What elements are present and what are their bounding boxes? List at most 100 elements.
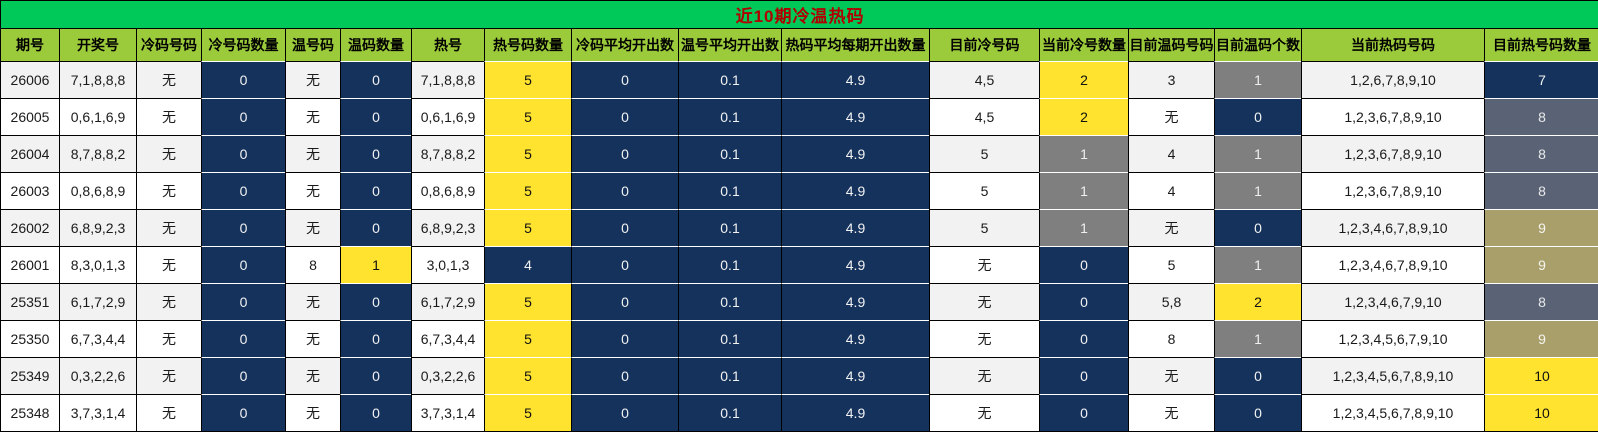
cell-r10-c6: 0 xyxy=(340,394,411,431)
cell-r2-c2: 0,6,1,6,9 xyxy=(59,98,136,135)
cell-r3-c12: 5 xyxy=(929,135,1039,172)
cell-r3-c6: 0 xyxy=(340,135,411,172)
cell-r6-c11: 4.9 xyxy=(781,246,929,283)
cell-r8-c7: 6,7,3,4,4 xyxy=(411,320,484,357)
cell-r2-c9: 0 xyxy=(571,98,678,135)
cell-r8-c14: 8 xyxy=(1128,320,1214,357)
cell-r7-c13: 0 xyxy=(1039,283,1128,320)
cell-r1-c8: 5 xyxy=(484,61,571,98)
cell-r1-c9: 0 xyxy=(571,61,678,98)
cell-r4-c8: 5 xyxy=(484,172,571,209)
cell-r3-c11: 4.9 xyxy=(781,135,929,172)
table-row: 25349 0,3,2,2,6 无 0 无 0 0,3,2,2,6 5 0 0.1 4.9 无 0 无 0 1… xyxy=(1,357,1598,394)
column-header-6: 温码数量 xyxy=(340,28,411,61)
cell-r7-c1: 25351 xyxy=(1,283,59,320)
cell-r4-c5: 无 xyxy=(285,172,340,209)
column-header-15: 目前温码个数 xyxy=(1214,28,1301,61)
column-header-5: 温号码 xyxy=(285,28,340,61)
cell-r2-c10: 0.1 xyxy=(678,98,781,135)
cell-r7-c6: 0 xyxy=(340,283,411,320)
cell-r8-c3: 无 xyxy=(136,320,201,357)
cell-r10-c1: 25348 xyxy=(1,394,59,431)
column-header-9: 冷码平均开出数 xyxy=(571,28,678,61)
cell-r1-c16: 1,2,6,7,8,9,10 xyxy=(1301,61,1484,98)
cell-r8-c10: 0.1 xyxy=(678,320,781,357)
cell-r5-c2: 6,8,9,2,3 xyxy=(59,209,136,246)
cell-r2-c17: 8 xyxy=(1484,98,1598,135)
cell-r9-c10: 0.1 xyxy=(678,357,781,394)
cell-r10-c12: 无 xyxy=(929,394,1039,431)
cell-r8-c17: 9 xyxy=(1484,320,1598,357)
table-row: 26004 8,7,8,8,2 无 0 无 0 8,7,8,8,2 5 0 0.1 4.9 5 1 4 1 1… xyxy=(1,135,1598,172)
column-header-16: 当前热码号码 xyxy=(1301,28,1484,61)
column-header-12: 目前冷号码 xyxy=(929,28,1039,61)
cell-r10-c11: 4.9 xyxy=(781,394,929,431)
cell-r9-c9: 0 xyxy=(571,357,678,394)
cell-r9-c5: 无 xyxy=(285,357,340,394)
cell-r3-c17: 8 xyxy=(1484,135,1598,172)
cell-r2-c4: 0 xyxy=(201,98,285,135)
cell-r10-c15: 0 xyxy=(1214,394,1301,431)
cell-r6-c8: 4 xyxy=(484,246,571,283)
cell-r2-c3: 无 xyxy=(136,98,201,135)
cell-r5-c5: 无 xyxy=(285,209,340,246)
cell-r7-c2: 6,1,7,2,9 xyxy=(59,283,136,320)
cell-r9-c4: 0 xyxy=(201,357,285,394)
cell-r10-c4: 0 xyxy=(201,394,285,431)
cell-r7-c7: 6,1,7,2,9 xyxy=(411,283,484,320)
cell-r4-c9: 0 xyxy=(571,172,678,209)
cell-r4-c12: 5 xyxy=(929,172,1039,209)
cell-r7-c5: 无 xyxy=(285,283,340,320)
cell-r7-c17: 8 xyxy=(1484,283,1598,320)
cell-r3-c16: 1,2,3,6,7,8,9,10 xyxy=(1301,135,1484,172)
cell-r2-c13: 2 xyxy=(1039,98,1128,135)
column-header-13: 当前冷号数量 xyxy=(1039,28,1128,61)
cell-r4-c6: 0 xyxy=(340,172,411,209)
cell-r3-c14: 4 xyxy=(1128,135,1214,172)
cell-r6-c13: 0 xyxy=(1039,246,1128,283)
cell-r1-c13: 2 xyxy=(1039,61,1128,98)
cell-r9-c8: 5 xyxy=(484,357,571,394)
cell-r5-c8: 5 xyxy=(484,209,571,246)
title-row: 近10期冷温热码 xyxy=(1,1,1598,28)
cell-r1-c7: 7,1,8,8,8 xyxy=(411,61,484,98)
column-header-7: 热号 xyxy=(411,28,484,61)
column-header-2: 开奖号 xyxy=(59,28,136,61)
cell-r8-c5: 无 xyxy=(285,320,340,357)
cell-r8-c1: 25350 xyxy=(1,320,59,357)
cell-r6-c14: 5 xyxy=(1128,246,1214,283)
cell-r7-c9: 0 xyxy=(571,283,678,320)
cell-r9-c11: 4.9 xyxy=(781,357,929,394)
cell-r4-c14: 4 xyxy=(1128,172,1214,209)
cell-r1-c15: 1 xyxy=(1214,61,1301,98)
cell-r3-c13: 1 xyxy=(1039,135,1128,172)
cell-r1-c11: 4.9 xyxy=(781,61,929,98)
cell-r3-c15: 1 xyxy=(1214,135,1301,172)
cell-r5-c16: 1,2,3,4,6,7,8,9,10 xyxy=(1301,209,1484,246)
cell-r5-c9: 0 xyxy=(571,209,678,246)
cell-r9-c12: 无 xyxy=(929,357,1039,394)
cell-r2-c16: 1,2,3,6,7,8,9,10 xyxy=(1301,98,1484,135)
cell-r4-c4: 0 xyxy=(201,172,285,209)
cell-r4-c2: 0,8,6,8,9 xyxy=(59,172,136,209)
cell-r2-c14: 无 xyxy=(1128,98,1214,135)
cell-r6-c16: 1,2,3,4,6,7,8,9,10 xyxy=(1301,246,1484,283)
cell-r6-c6: 1 xyxy=(340,246,411,283)
cell-r8-c4: 0 xyxy=(201,320,285,357)
cell-r4-c7: 0,8,6,8,9 xyxy=(411,172,484,209)
table-row: 26001 8,3,0,1,3 无 0 8 1 3,0,1,3 4 0 0.1 4.9 无 0 5 1 1,2… xyxy=(1,246,1598,283)
cell-r5-c1: 26002 xyxy=(1,209,59,246)
cell-r5-c11: 4.9 xyxy=(781,209,929,246)
cell-r10-c2: 3,7,3,1,4 xyxy=(59,394,136,431)
cell-r3-c3: 无 xyxy=(136,135,201,172)
cell-r4-c1: 26003 xyxy=(1,172,59,209)
cell-r7-c3: 无 xyxy=(136,283,201,320)
column-header-8: 热号码数量 xyxy=(484,28,571,61)
cell-r9-c13: 0 xyxy=(1039,357,1128,394)
cell-r1-c6: 0 xyxy=(340,61,411,98)
column-header-1: 期号 xyxy=(1,28,59,61)
cell-r9-c7: 0,3,2,2,6 xyxy=(411,357,484,394)
cell-r5-c14: 无 xyxy=(1128,209,1214,246)
